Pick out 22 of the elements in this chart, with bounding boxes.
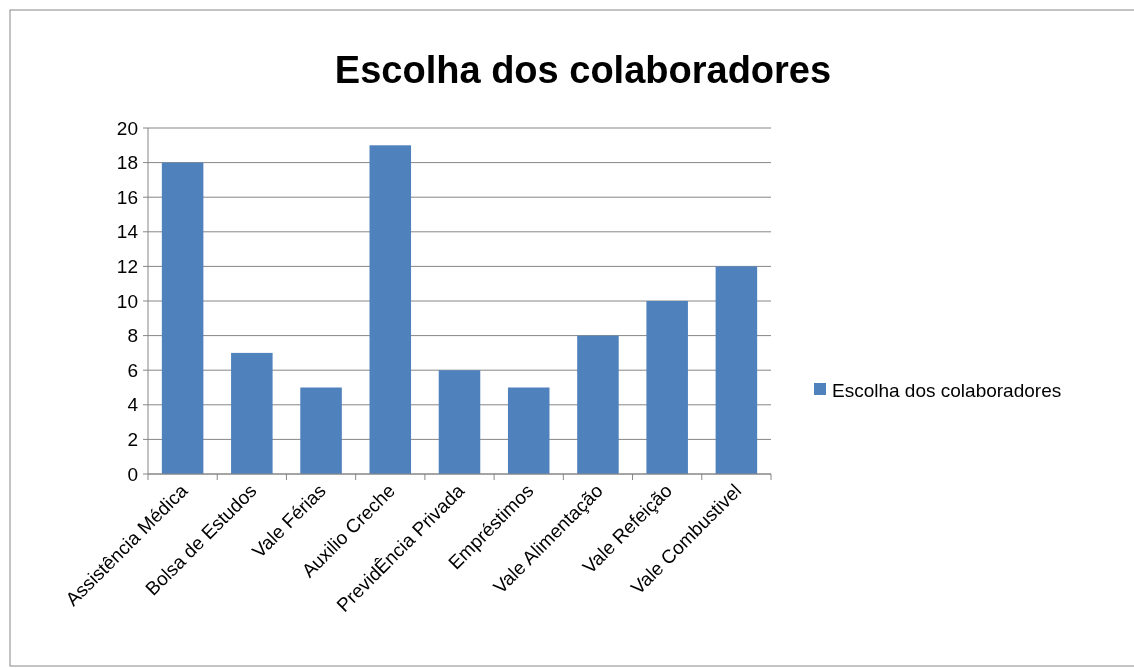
- y-tick-label: 20: [116, 117, 138, 139]
- bar: [646, 301, 688, 474]
- bar: [300, 387, 342, 474]
- y-tick-label: 6: [127, 359, 138, 381]
- y-tick-label: 2: [127, 429, 138, 451]
- y-tick-label: 4: [127, 394, 139, 416]
- y-tick-label: 16: [116, 186, 138, 208]
- y-tick-label: 0: [127, 463, 138, 485]
- chart-title: Escolha dos colaboradores: [334, 49, 832, 91]
- bar: [161, 162, 204, 474]
- y-tick-label: 8: [127, 325, 138, 347]
- bar: [438, 370, 481, 474]
- bar: [369, 145, 412, 474]
- y-tick-label: 10: [116, 290, 138, 312]
- y-tick-label: 14: [116, 221, 139, 243]
- bar: [507, 387, 550, 474]
- bar: [577, 335, 619, 474]
- y-tick-label: 12: [116, 256, 138, 278]
- legend-label: Escolha dos colaboradores: [832, 379, 1062, 401]
- y-tick-label: 18: [116, 152, 138, 174]
- bar: [715, 266, 758, 474]
- bar: [231, 352, 273, 474]
